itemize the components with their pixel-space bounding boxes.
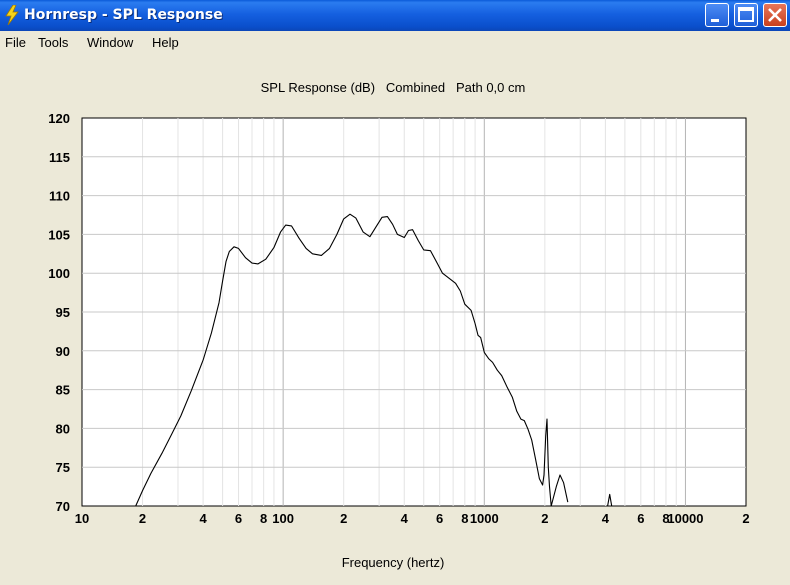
spl-curve-1 [607,493,613,507]
y-tick-label: 85 [56,383,70,398]
x-tick-label: 6 [235,511,242,526]
maximize-button[interactable] [734,3,758,27]
x-tick-label: 8 [461,511,468,526]
y-tick-label: 95 [56,305,70,320]
series-group [135,213,613,507]
grid-lines [82,118,746,506]
menu-window[interactable]: Window [87,35,134,50]
x-tick-label: 2 [541,511,548,526]
y-tick-label: 115 [49,150,70,165]
y-tick-label: 105 [48,227,70,242]
x-tick-label: 10 [75,511,89,526]
y-axis-ticks: 120 115 110 105 100 95 90 85 80 75 70 [48,111,70,514]
x-tick-label: 4 [602,511,610,526]
y-tick-label: 90 [56,344,70,359]
x-tick-label: 4 [199,511,207,526]
y-tick-label: 80 [56,421,70,436]
window-title: Hornresp - SPL Response [24,7,223,23]
x-tick-label: 8 [662,511,669,526]
menu-tools[interactable]: Tools [38,35,69,50]
menu-file[interactable]: File [5,35,26,50]
minimize-button[interactable] [705,3,729,27]
y-tick-label: 70 [56,499,70,514]
x-tick-label: 8 [260,511,267,526]
x-tick-label: 4 [401,511,409,526]
x-tick-label: 1000 [470,511,499,526]
chart-title: SPL Response (dB) Combined Path 0,0 cm [261,80,526,95]
y-tick-label: 110 [49,189,70,204]
menu-help[interactable]: Help [152,35,179,50]
title-bar[interactable]: Hornresp - SPL Response [0,0,790,31]
x-tick-label: 2 [340,511,347,526]
y-tick-label: 100 [48,266,70,281]
chart-panel: SPL Response (dB) Combined Path 0,0 cm 1… [0,55,790,580]
close-icon [768,8,782,22]
lightning-bolt-icon [5,5,19,25]
y-tick-label: 75 [56,460,70,475]
x-tick-label: 10000 [667,511,703,526]
x-tick-label: 2 [742,511,749,526]
x-tick-label: 100 [272,511,294,526]
spl-response-chart: SPL Response (dB) Combined Path 0,0 cm 1… [48,80,750,570]
minimize-icon [711,19,719,22]
maximize-icon [738,7,754,22]
spl-curve-0 [135,213,569,507]
x-tick-label: 6 [436,511,443,526]
x-tick-label: 2 [139,511,146,526]
y-tick-label: 120 [48,111,70,126]
x-tick-label: 6 [637,511,644,526]
menu-bar: File Tools Window Help [0,31,790,55]
close-button[interactable] [763,3,787,27]
x-axis-label: Frequency (hertz) [342,555,445,570]
